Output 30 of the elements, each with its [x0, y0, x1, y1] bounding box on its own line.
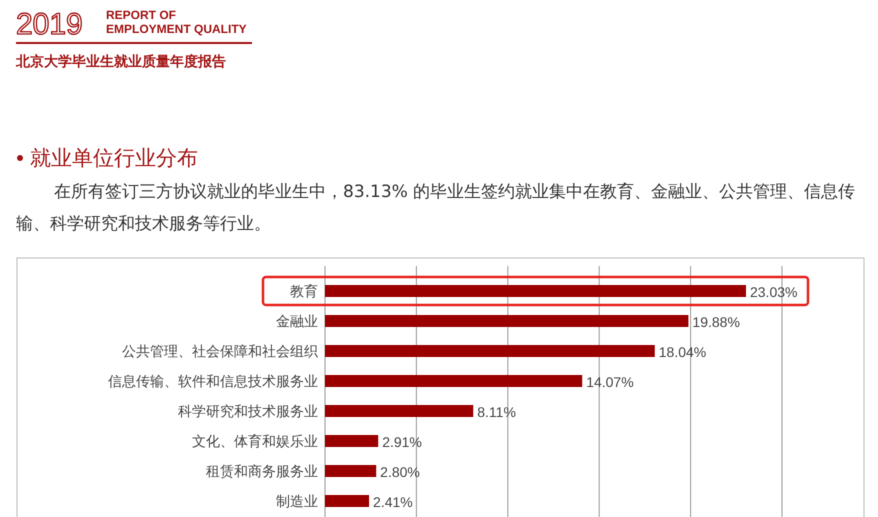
- data-label: 2.91%: [382, 434, 422, 450]
- bar: [325, 495, 370, 507]
- bar: [325, 375, 582, 387]
- data-label: 18.04%: [658, 344, 706, 360]
- text: REPORT OF: [106, 8, 176, 22]
- bar: [325, 285, 746, 297]
- y-tick-label: 信息传输、软件和信息技术服务业: [108, 374, 318, 390]
- text: 就业单位行业分布: [30, 146, 198, 170]
- data-label: 8.11%: [477, 404, 516, 420]
- bar: [325, 315, 688, 327]
- y-tick-label: 教育: [290, 283, 318, 300]
- data-label: 2.80%: [380, 464, 420, 480]
- bar: [325, 435, 378, 447]
- data-label: 19.88%: [692, 314, 740, 330]
- text: EMPLOYMENT QUALITY: [106, 22, 247, 36]
- data-label: 14.07%: [586, 374, 634, 390]
- y-tick-label: 科学研究和技术服务业: [178, 404, 318, 420]
- y-tick-label: 租赁和商务服务业: [206, 464, 318, 480]
- text: 北京大学毕业生就业质量年度报告: [15, 53, 226, 69]
- bar: [325, 345, 655, 357]
- bar: [325, 465, 376, 477]
- y-tick-label: 公共管理、社会保障和社会组织: [122, 344, 318, 360]
- bar: [325, 405, 474, 417]
- data-label: 23.03%: [750, 284, 798, 300]
- y-tick-label: 文化、体育和娱乐业: [192, 433, 318, 450]
- chart-subtitle: 在所有签订三方协议就业的毕业生中，83.13% 的毕业生签约就业集中在教育、金融业、公共管理、信息传输、科学研究和技术服务等行业。: [16, 181, 856, 236]
- y-tick-label: 金融业: [276, 314, 318, 330]
- data-label: 2.41%: [373, 494, 413, 510]
- y-tick-label: 制造业: [276, 494, 318, 510]
- text: 2019: [16, 8, 83, 41]
